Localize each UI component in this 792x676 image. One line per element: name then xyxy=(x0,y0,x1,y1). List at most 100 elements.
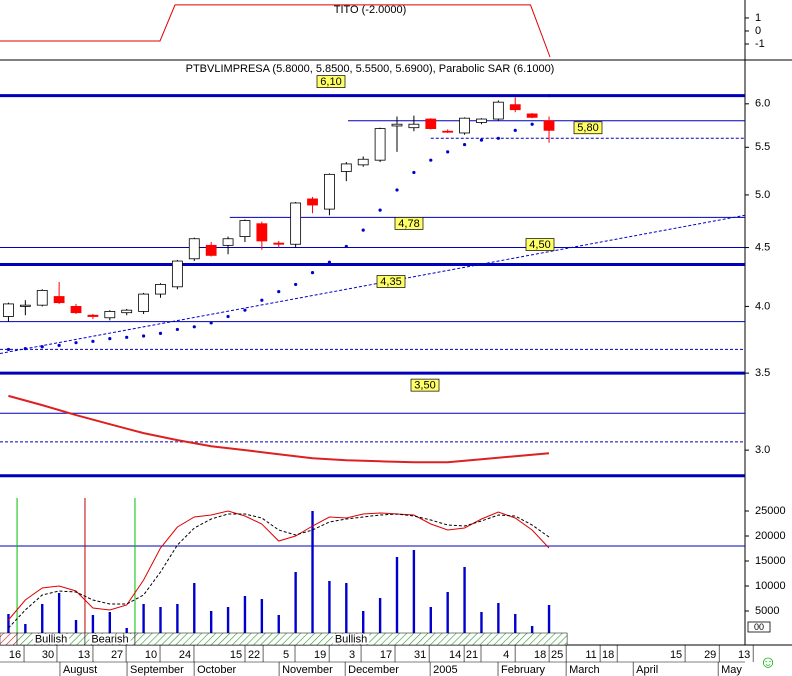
sar-dot xyxy=(74,341,78,345)
signal-band xyxy=(0,632,18,646)
candle-body xyxy=(324,173,335,210)
y-tick-label: 15000 xyxy=(755,555,786,567)
candle-body xyxy=(492,101,504,120)
candle-body xyxy=(509,104,521,111)
month-label: August xyxy=(63,664,97,676)
candle-body xyxy=(138,293,149,312)
sar-dot xyxy=(108,337,112,341)
sar-dot xyxy=(40,345,44,349)
corner-box-text: 00 xyxy=(754,622,764,632)
month-label: September xyxy=(130,664,184,676)
y-tick-label: -1 xyxy=(755,38,765,50)
sar-dot xyxy=(496,136,500,140)
indicator-line xyxy=(0,4,551,58)
candle-body xyxy=(53,296,65,304)
y-tick-label: 4.5 xyxy=(755,241,770,253)
volume-bar xyxy=(395,557,399,636)
sar-dot xyxy=(361,228,365,232)
x-tick-label: 15 xyxy=(670,649,682,661)
volume-bar xyxy=(277,615,280,636)
y-tick-label: 3.0 xyxy=(755,444,770,456)
x-tick-label: 18 xyxy=(534,649,546,661)
sar-dot xyxy=(310,271,315,275)
volume-bar xyxy=(193,583,196,636)
oscillator-line xyxy=(8,510,550,621)
signal-label: Bullish xyxy=(335,633,367,645)
volume-bar xyxy=(243,596,247,636)
sar-dot xyxy=(158,331,163,335)
level-label: 3,50 xyxy=(414,380,435,392)
x-tick-label: 30 xyxy=(42,649,54,661)
x-tick-label: 31 xyxy=(414,649,426,661)
volume-bar xyxy=(226,607,230,636)
x-tick-label: 4 xyxy=(503,649,509,661)
candle-body xyxy=(543,120,555,131)
candle-body xyxy=(526,113,538,118)
volume-bar xyxy=(412,550,416,636)
level-label-box xyxy=(316,75,346,88)
volume-bar xyxy=(209,611,213,636)
y-tick-label: 1 xyxy=(755,12,761,24)
y-tick-label: 6.0 xyxy=(755,98,770,110)
candle-body xyxy=(357,158,369,166)
sar-dot xyxy=(547,93,551,98)
y-tick-label: 4.0 xyxy=(755,300,770,312)
level-label: 4,78 xyxy=(398,218,419,230)
volume-bar xyxy=(480,612,483,636)
candle-body xyxy=(188,238,200,260)
x-tick-label: 5 xyxy=(283,649,289,661)
volume-bar xyxy=(176,604,179,636)
candle-body xyxy=(19,304,31,307)
y-tick-label: 3.5 xyxy=(755,367,770,379)
x-tick-label: 24 xyxy=(179,649,191,661)
sar-dot xyxy=(91,339,95,343)
x-tick-label: 29 xyxy=(704,649,716,661)
x-tick-label: 19 xyxy=(314,649,326,661)
month-label: December xyxy=(348,664,399,676)
candle-body xyxy=(3,303,14,317)
x-tick-label: 13 xyxy=(78,649,90,661)
month-label: 2005 xyxy=(433,664,457,676)
level-label: 6,10 xyxy=(320,76,341,88)
volume-bar xyxy=(125,628,128,636)
y-tick-label: 5000 xyxy=(755,605,779,617)
sar-dot xyxy=(327,260,332,264)
month-label: May xyxy=(721,664,742,676)
x-tick-label: 22 xyxy=(248,649,260,661)
sar-dot xyxy=(277,290,281,294)
sar-dot xyxy=(57,343,61,347)
volume-bar xyxy=(159,607,162,636)
candle-body xyxy=(104,311,116,319)
candle-body xyxy=(307,198,318,206)
volume-bar xyxy=(345,583,348,636)
sar-dot xyxy=(446,150,450,154)
sar-dot xyxy=(23,347,27,351)
sar-dot xyxy=(530,122,534,126)
month-label: February xyxy=(501,664,546,676)
x-tick-label: 11 xyxy=(585,649,596,661)
sar-dot xyxy=(462,142,467,147)
candle-body xyxy=(425,118,437,129)
sar-dot xyxy=(479,138,484,142)
sar-dot xyxy=(175,327,179,332)
candle-body xyxy=(87,314,99,317)
x-tick-label: 16 xyxy=(9,649,21,661)
x-tick-label: 21 xyxy=(466,649,478,661)
y-tick-label: 20000 xyxy=(755,530,786,542)
sar-dot xyxy=(395,188,399,192)
level-label: 4,35 xyxy=(380,276,401,288)
candle-body xyxy=(408,123,420,129)
sar-dot xyxy=(141,334,146,338)
signal-label-box xyxy=(89,634,131,644)
sar-dot xyxy=(513,128,517,132)
sar-dot xyxy=(260,298,264,302)
candle-body xyxy=(70,306,82,314)
candle-body xyxy=(476,118,487,123)
x-tick-label: 18 xyxy=(602,649,614,661)
y-tick-label: 10000 xyxy=(755,580,786,592)
candle-body xyxy=(171,260,183,288)
volume-bar xyxy=(514,614,517,636)
level-label: 4,50 xyxy=(529,239,550,251)
level-label-box xyxy=(525,238,555,251)
